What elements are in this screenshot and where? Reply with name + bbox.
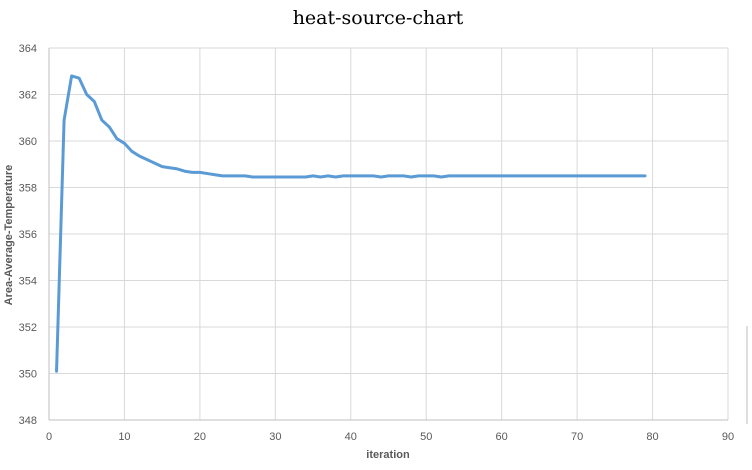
x-tick-label: 70 [571, 431, 583, 443]
x-tick-label: 40 [345, 431, 357, 443]
x-tick-label: 60 [496, 431, 508, 443]
axes: 348 350 352 354 356 358 360 362 364 0 10 20 30 40 50 60… [19, 43, 748, 443]
x-tick-label: 20 [194, 431, 206, 443]
y-tick-label: 356 [19, 229, 37, 241]
chart-title: heat-source-chart [293, 7, 464, 29]
y-tick-label: 348 [19, 415, 37, 427]
x-tick-label: 80 [646, 431, 658, 443]
y-tick-label: 362 [19, 90, 37, 102]
y-tick-label: 350 [19, 369, 37, 381]
series-layer [55, 74, 647, 373]
y-tick-label: 354 [19, 276, 37, 288]
y-axis-label: Area-Average-Temperature [3, 165, 15, 306]
x-tick-label: 10 [118, 431, 130, 443]
x-tick-label: 0 [46, 431, 52, 443]
x-tick-label: 50 [420, 431, 432, 443]
series-line [55, 74, 647, 373]
x-tick-label: 30 [269, 431, 281, 443]
y-tick-label: 358 [19, 183, 37, 195]
y-tick-label: 360 [19, 136, 37, 148]
x-tick-label: 90 [722, 431, 734, 443]
y-tick-label: 364 [19, 43, 37, 55]
gridlines [48, 47, 729, 421]
x-axis-label: iteration [366, 449, 410, 461]
y-tick-label: 352 [19, 322, 37, 334]
